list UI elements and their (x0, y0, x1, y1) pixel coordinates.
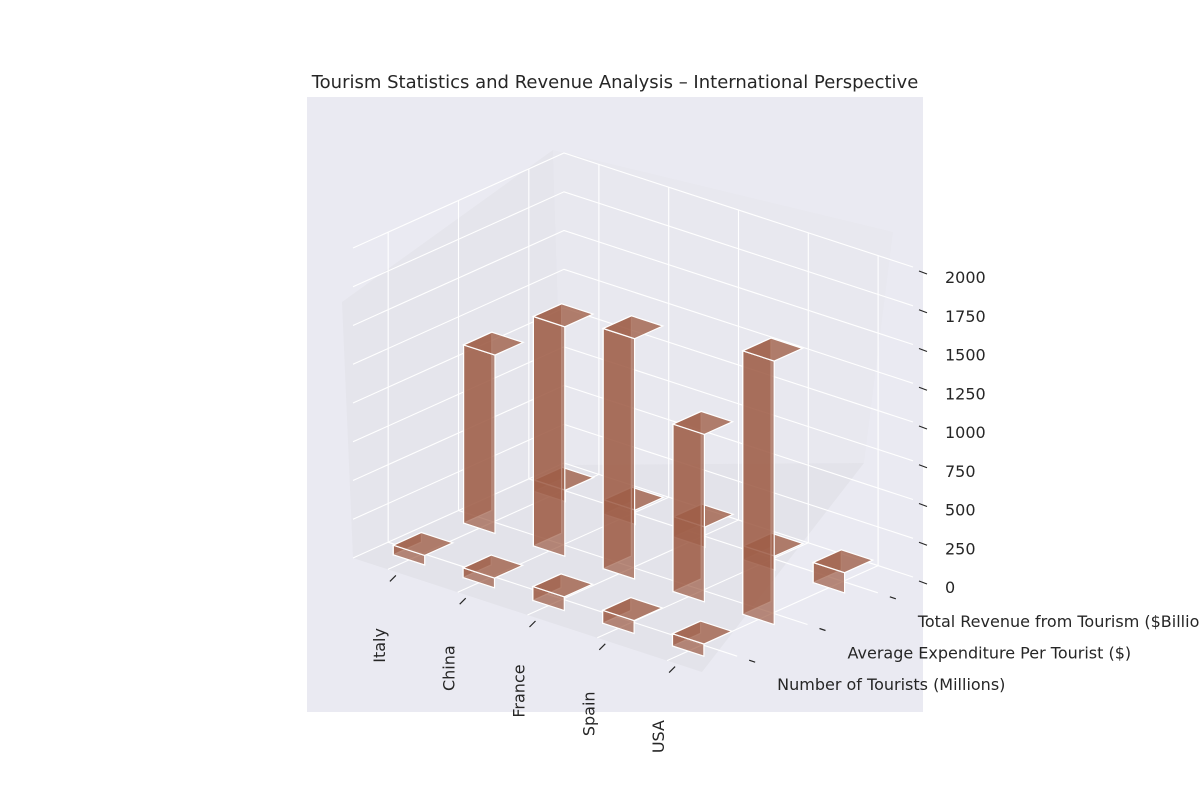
z-tick-label: 1500 (945, 346, 986, 365)
z-tick-mark (918, 270, 928, 275)
z-tick-label: 0 (945, 578, 955, 597)
y-tick-mark (819, 627, 826, 632)
z-grid-line (352, 229, 914, 346)
bar-top-face (601, 315, 665, 340)
bar-front-face (742, 349, 775, 626)
y-tick-mark (889, 596, 897, 600)
z-tick-mark (918, 347, 928, 353)
x-tick-mark (389, 574, 397, 582)
x-tick-label-usa: USA (649, 720, 668, 753)
bar-china-series-1 (461, 554, 525, 589)
bar-front-face (672, 423, 706, 603)
z-tick-mark (918, 386, 928, 391)
axis-labels: Italy China France Spain USA Number of Touris… (370, 268, 1200, 753)
bar-top-face (391, 531, 455, 557)
bar-usa-series-2 (741, 337, 805, 626)
bar-top-face (811, 549, 875, 574)
x-tick-label-italy: Italy (370, 628, 389, 663)
z-tick-label: 250 (945, 539, 976, 558)
bar-france-series-2 (601, 314, 665, 580)
z-grid-line (352, 191, 914, 307)
z-tick-label: 1750 (945, 307, 986, 326)
y-tick-label-2: Average Expenditure Per Tourist ($) (848, 644, 1132, 663)
bar-top-face (671, 410, 735, 436)
bar-usa-series-1 (670, 620, 734, 658)
bar-top-face (531, 573, 595, 598)
z-tick-mark (918, 425, 928, 430)
z-tick-mark (918, 464, 928, 469)
z-tick-mark (918, 580, 928, 585)
z-tick-mark (918, 309, 928, 314)
bar-usa-series-3 (811, 548, 875, 594)
z-grid-line (352, 268, 914, 384)
bars (391, 302, 875, 658)
x-tick-mark (459, 597, 467, 605)
bar-china-series-2 (531, 302, 595, 558)
z-tick-label: 1250 (945, 384, 986, 403)
bar-france-series-1 (531, 572, 595, 612)
bar-front-face (532, 315, 566, 558)
bar-front-face (463, 344, 496, 535)
bar-top-face (461, 331, 525, 356)
bar-italy-series-1 (391, 531, 455, 566)
x-tick-mark (668, 666, 676, 674)
back-left-pane (342, 150, 563, 558)
z-tick-mark (918, 502, 928, 508)
chart-title: Tourism Statistics and Revenue Analysis … (311, 72, 919, 93)
y-tick-mark (748, 659, 756, 663)
bar-spain-series-1 (601, 596, 664, 635)
y-tick-label-1: Number of Tourists (Millions) (777, 675, 1005, 694)
y-tick-label-3: Total Revenue from Tourism ($Billion) (917, 612, 1200, 631)
z-grid-line (352, 152, 914, 268)
bar-top-face (670, 620, 734, 645)
z-tick-mark (918, 541, 928, 546)
bar-top-face (741, 337, 805, 362)
bar-spain-series-2 (671, 410, 735, 603)
x-tick-label-china: China (440, 645, 459, 691)
x-tick-label-spain: Spain (579, 691, 598, 736)
bar-front-face (602, 327, 636, 580)
bar-top-face (461, 554, 525, 579)
x-tick-mark (598, 643, 606, 651)
bar-italy-series-2 (461, 331, 525, 535)
z-tick-label: 500 (945, 501, 976, 520)
x-tick-mark (529, 620, 536, 628)
z-tick-label: 750 (945, 462, 976, 481)
axis-ticks (389, 270, 928, 674)
bar-top-face (601, 596, 664, 622)
bar-top-face (531, 303, 595, 328)
z-tick-label: 2000 (945, 268, 986, 287)
x-tick-label-france: France (510, 664, 529, 717)
z-tick-label: 1000 (945, 423, 986, 442)
